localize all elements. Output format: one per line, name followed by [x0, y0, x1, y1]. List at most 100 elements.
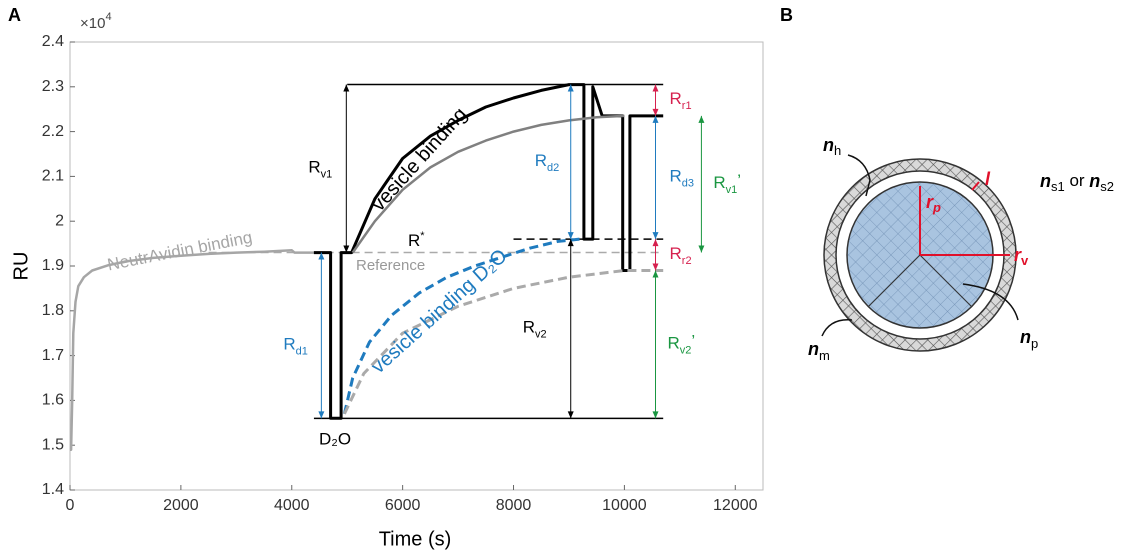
subscript: h — [834, 143, 841, 158]
y-tick-label: 2.3 — [42, 78, 64, 95]
arrow-head — [343, 245, 350, 253]
panel-label: B — [780, 5, 793, 25]
x-tick-label: 12000 — [713, 497, 758, 514]
label-ns: ns1 or ns2 — [1040, 171, 1114, 195]
subscript: r1 — [682, 100, 692, 112]
reference-label: Reference — [356, 257, 425, 274]
y-tick-label: 2 — [55, 212, 64, 229]
subscript: d2 — [547, 162, 559, 174]
connector: or — [1065, 171, 1090, 190]
y-multiplier: ×104 — [80, 11, 112, 32]
superscript: * — [420, 230, 425, 242]
d2o-label: D₂O — [319, 429, 351, 448]
subscript: m — [819, 348, 830, 363]
arrow-head — [652, 239, 659, 247]
y-tick-label: 1.4 — [42, 481, 64, 498]
measure-label: Rv2’ — [668, 332, 696, 356]
y-tick-label: 1.8 — [42, 302, 64, 319]
arrow-head — [567, 232, 574, 240]
curve-label: NeutrAvidin binding — [106, 228, 254, 275]
subscript: v1 — [726, 184, 738, 196]
multiplier-exp: 4 — [105, 11, 111, 23]
arrow-head — [567, 239, 574, 247]
x-axis-label: Time (s) — [379, 528, 452, 550]
symbol: n — [1040, 171, 1051, 191]
series-line — [351, 114, 625, 254]
measure-label: Rr1 — [670, 90, 692, 112]
arrow-head — [652, 115, 659, 123]
subscript: s2 — [1100, 179, 1114, 194]
y-tick-label: 1.5 — [42, 436, 64, 453]
panel-label: A — [8, 5, 21, 25]
x-tick-label: 10000 — [602, 497, 647, 514]
arrow-head — [698, 115, 705, 123]
subscript: p — [1031, 336, 1038, 351]
arrow-head — [318, 252, 325, 260]
measure-label: Rv1’ — [713, 172, 741, 196]
measure-label: Rd2 — [535, 151, 560, 173]
subscript: v — [1021, 253, 1029, 268]
leader-line — [821, 319, 853, 337]
subscript: p — [932, 200, 941, 215]
measure-label: Rd3 — [670, 167, 695, 189]
symbol: r — [1014, 245, 1022, 265]
series-line — [343, 269, 664, 415]
x-tick-label: 6000 — [385, 497, 421, 514]
measure-label: Rv1 — [308, 158, 332, 180]
thickness-mark — [971, 181, 980, 191]
plot-area: 0 2000 4000 6000 8000 10000 12000 1.4 1.5 1.6 1.7 1… — [42, 33, 764, 514]
leader-line — [847, 154, 871, 197]
multiplier-base: ×10 — [80, 15, 105, 32]
vesicle-diagram — [821, 154, 1019, 352]
core-divider — [867, 254, 973, 308]
subscript: d1 — [296, 345, 308, 357]
symbol: R — [670, 167, 682, 186]
symbol: R — [670, 244, 682, 263]
label-np: np — [1020, 327, 1038, 352]
y-tick-label: 2.1 — [42, 168, 64, 185]
subscript: v1 — [321, 168, 333, 180]
arrow-head — [343, 84, 350, 92]
subscript: r2 — [682, 255, 692, 267]
label-rv: rv — [1014, 245, 1029, 269]
y-tick-label: 2.4 — [42, 33, 64, 50]
arrow-head — [652, 108, 659, 116]
measure-label: Rr2 — [670, 244, 692, 266]
r-star-label: R* — [408, 230, 425, 251]
arrow-head — [652, 263, 659, 271]
series-line — [342, 237, 581, 415]
measure-label: Rd1 — [283, 335, 308, 357]
series-line — [69, 249, 325, 451]
y-tick-label: 1.9 — [42, 257, 64, 274]
arrow-head — [652, 84, 659, 92]
x-tick-label: 8000 — [496, 497, 532, 514]
y-tick-label: 1.6 — [42, 392, 64, 409]
arrow-head — [567, 411, 574, 419]
symbol: n — [1020, 327, 1031, 347]
symbol: R — [408, 231, 420, 250]
measure-label: Rv2 — [523, 318, 547, 340]
radius-lines — [919, 186, 1010, 256]
subscript: v2 — [680, 344, 692, 356]
x-tick-label: 0 — [66, 497, 75, 514]
symbol: R — [523, 318, 535, 337]
arrow-head — [698, 245, 705, 253]
symbol: R — [668, 334, 680, 353]
y-tick-label: 1.7 — [42, 347, 64, 364]
symbol: R — [670, 90, 682, 109]
leader-line — [962, 283, 1019, 321]
arrow-head — [652, 232, 659, 240]
arrow-head — [652, 411, 659, 419]
symbol: R — [308, 158, 320, 177]
prime: ’ — [691, 332, 695, 351]
curve-label: vesicle binding — [367, 103, 471, 215]
y-axis-label: RU — [10, 252, 32, 281]
subscript: s1 — [1051, 179, 1065, 194]
symbol: R — [535, 151, 547, 170]
y-tick-label: 2.2 — [42, 123, 64, 140]
symbol: R — [283, 335, 295, 354]
subscript: v2 — [535, 329, 547, 341]
symbol: n — [823, 135, 834, 155]
label-nm: nm — [808, 339, 830, 364]
